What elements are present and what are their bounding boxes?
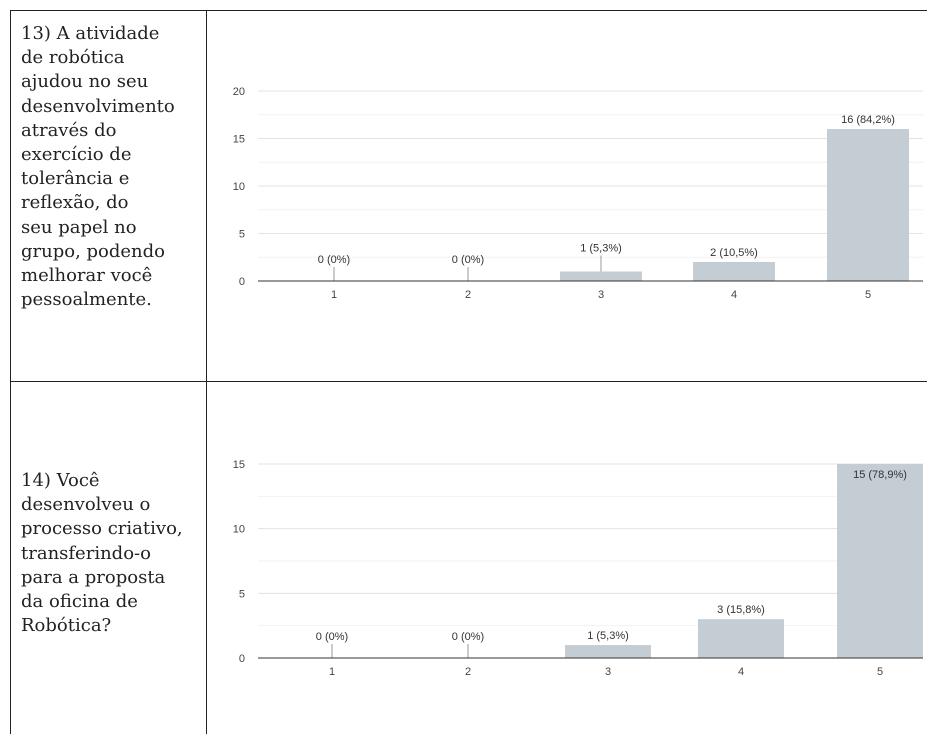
bar	[565, 645, 651, 658]
question-line: através do	[21, 119, 117, 141]
x-tick-label: 4	[731, 289, 737, 301]
survey-table: 13) A atividade de robótica ajudou no seu d…	[10, 10, 927, 734]
question-line: para a proposta	[21, 566, 166, 588]
data-label: 0 (0%)	[452, 631, 484, 643]
question-line: desenvolvimento	[21, 95, 175, 117]
bar-chart-q14: 0 5 10 15 0 (0%) 1 0 (0%) 2 1 (5,3%) 3 3 (15,8%) 4 1…	[233, 459, 923, 678]
table-row-13: 13) A atividade de robótica ajudou no seu d…	[11, 11, 927, 382]
y-tick-label: 20	[233, 86, 245, 98]
question-line: exercício de	[21, 144, 132, 166]
question-text: 14) Você desenvolveu o processo criativo, t…	[21, 469, 201, 638]
data-label: 0 (0%)	[452, 254, 484, 266]
table-row-14: 14) Você desenvolveu o processo criativo, t…	[11, 382, 927, 734]
x-tick-label: 2	[465, 289, 471, 301]
data-label: 16 (84,2%)	[841, 114, 895, 126]
y-tick-label: 10	[233, 524, 245, 536]
question-cell: 13) A atividade de robótica ajudou no seu d…	[11, 11, 207, 381]
data-label: 0 (0%)	[316, 631, 348, 643]
question-line: ajudou no seu	[21, 71, 149, 93]
x-tick-label: 1	[331, 289, 337, 301]
question-line: de robótica	[21, 47, 125, 69]
question-line: reflexão, do	[21, 192, 129, 214]
y-tick-label: 15	[233, 134, 245, 146]
data-label: 15 (78,9%)	[853, 469, 907, 481]
x-tick-label: 3	[605, 666, 611, 678]
bar-chart-q13: 0 5 10 15 20 0 (0%) 1 0 (0%) 2 1 (5,3%) 3 2 (10,5%)…	[233, 86, 923, 301]
data-label: 1 (5,3%)	[587, 630, 629, 642]
data-label: 2 (10,5%)	[710, 247, 758, 259]
data-label: 1 (5,3%)	[580, 243, 622, 255]
question-text: 13) A atividade de robótica ajudou no seu d…	[21, 22, 201, 312]
question-line: desenvolveu o	[21, 494, 151, 516]
bar	[698, 619, 784, 658]
question-line: tolerância e	[21, 168, 130, 190]
question-line: Robótica?	[21, 615, 112, 637]
y-tick-label: 0	[239, 276, 245, 288]
y-tick-label: 0	[239, 653, 245, 665]
question-line: melhorar você	[21, 265, 153, 287]
y-tick-label: 5	[239, 229, 245, 241]
question-line: transferindo-o	[21, 542, 151, 564]
question-line: 13) A atividade	[21, 23, 160, 44]
x-tick-label: 1	[329, 666, 335, 678]
question-line: 14) Você	[21, 470, 100, 491]
bar	[693, 262, 775, 281]
question-line: processo criativo,	[21, 518, 183, 540]
x-tick-label: 5	[877, 666, 883, 678]
bar	[560, 271, 642, 281]
x-tick-label: 5	[865, 289, 871, 301]
x-tick-label: 3	[598, 289, 604, 301]
question-line: da oficina de	[21, 591, 138, 613]
question-cell: 14) Você desenvolveu o processo criativo, t…	[11, 382, 207, 734]
data-label: 3 (15,8%)	[717, 604, 765, 616]
question-line: grupo, podendo	[21, 240, 166, 262]
data-label: 0 (0%)	[318, 254, 350, 266]
x-tick-label: 2	[465, 666, 471, 678]
x-tick-label: 4	[738, 666, 744, 678]
y-tick-label: 15	[233, 459, 245, 471]
question-line: seu papel no	[21, 216, 137, 238]
bar	[827, 129, 909, 281]
y-tick-label: 10	[233, 181, 245, 193]
bar	[837, 464, 923, 658]
question-line: pessoalmente.	[21, 289, 152, 311]
y-tick-label: 5	[239, 588, 245, 600]
